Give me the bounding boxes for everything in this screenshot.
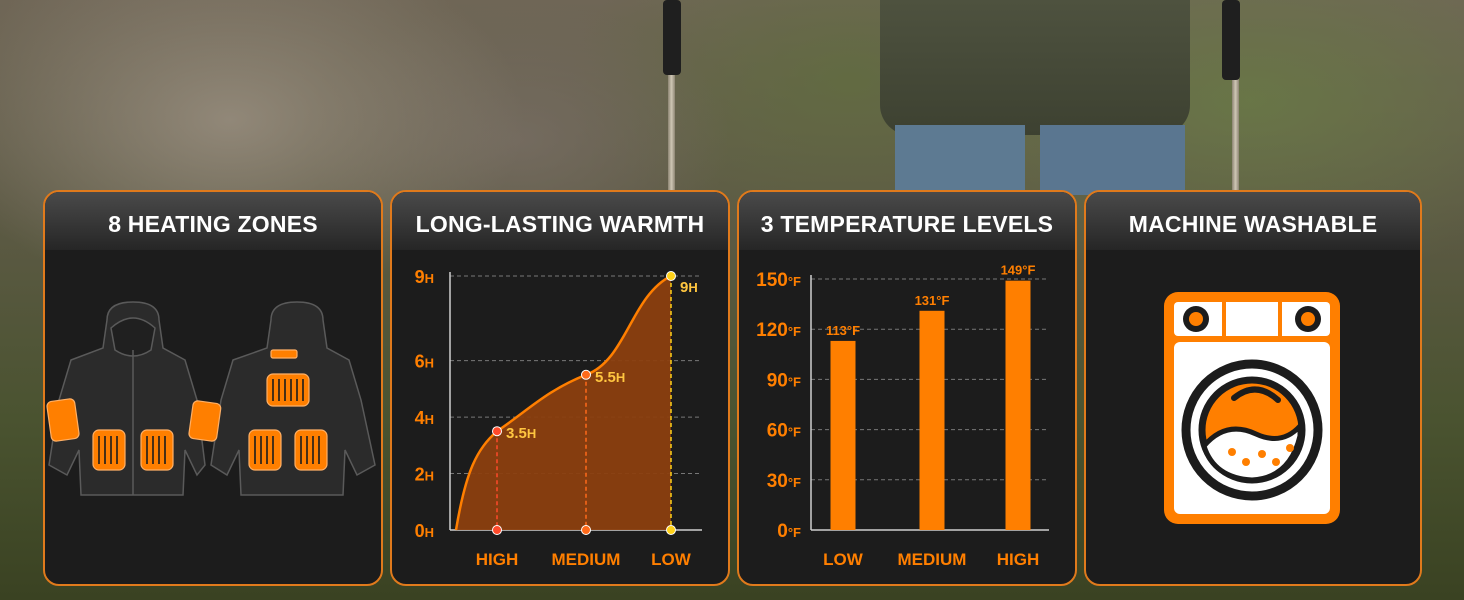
card-heating-zones: 8 HEATING ZONES	[43, 190, 383, 586]
y-tick-label: 0H	[415, 521, 434, 541]
card-temperature-levels: 3 TEMPERATURE LEVELS 0°F 30°F 60°F 90°F 120°…	[737, 190, 1077, 586]
card-long-lasting-warmth: LONG-LASTING WARMTH 0H 2H 4H 6H 9H 3.5H HIGH 5.…	[390, 190, 730, 586]
y-tick-label: 2H	[415, 465, 434, 485]
y-tick-label: 120°F	[756, 320, 801, 341]
bar-value-label: 131°F	[915, 293, 950, 308]
trekking-pole-right	[1232, 60, 1239, 190]
heating-pad-icon	[294, 429, 328, 471]
heating-pad-icon	[248, 429, 282, 471]
trekking-pole-grip-right	[1222, 0, 1240, 80]
heating-pad-icon	[266, 373, 310, 407]
jacket-illustration	[46, 301, 376, 496]
temperature-chart: 0°F 30°F 60°F 90°F 120°F 150°F 113°F LOW 131°F ME…	[756, 263, 1049, 569]
bar	[919, 310, 945, 530]
axis-point	[492, 525, 502, 535]
hiker-jeans-right	[1040, 125, 1185, 195]
trekking-pole-left	[668, 60, 675, 190]
area-fill	[456, 276, 671, 530]
y-tick-label: 4H	[415, 408, 434, 428]
axis-point	[581, 525, 591, 535]
heating-pad-coils	[98, 379, 320, 464]
data-label: 5.5H	[595, 369, 625, 386]
x-tick-label: MEDIUM	[898, 550, 967, 569]
area-line	[454, 274, 672, 531]
card-title: 8 HEATING ZONES	[45, 192, 381, 250]
data-label: 9H	[680, 279, 698, 296]
heating-pad-icon	[188, 400, 222, 442]
hiker-jacket	[880, 0, 1190, 135]
x-tick-label: LOW	[651, 550, 692, 569]
y-tick-label: 90°F	[767, 370, 801, 391]
data-point	[581, 369, 591, 380]
heating-pad-icon	[46, 398, 80, 442]
x-tick-label: LOW	[823, 550, 864, 569]
card-title: 3 TEMPERATURE LEVELS	[739, 192, 1075, 250]
card-title: MACHINE WASHABLE	[1086, 192, 1420, 250]
data-point	[666, 271, 676, 281]
washing-machine-icon	[1164, 292, 1340, 524]
y-tick-label: 6H	[415, 352, 434, 372]
y-tick-label: 9H	[415, 267, 434, 287]
y-tick-label: 30°F	[767, 471, 801, 492]
x-tick-label: HIGH	[997, 550, 1040, 569]
y-tick-label: 0°F	[777, 521, 801, 542]
heating-pad-icon	[140, 429, 174, 471]
data-label: 3.5H	[506, 425, 536, 442]
hiker-jeans-left	[895, 125, 1025, 195]
bar-value-label: 149°F	[1001, 263, 1036, 278]
heating-pad-icon	[92, 429, 126, 471]
bar-value-label: 113°F	[826, 323, 860, 338]
y-tick-label: 150°F	[756, 270, 801, 291]
battery-life-chart: 0H 2H 4H 6H 9H 3.5H HIGH 5.5H MEDIUM 9H LOW	[415, 267, 702, 569]
data-point	[492, 426, 502, 437]
bar	[1005, 280, 1031, 530]
axis-point	[666, 525, 676, 535]
x-tick-label: MEDIUM	[552, 550, 621, 569]
x-tick-label: HIGH	[476, 550, 519, 569]
trekking-pole-grip-left	[663, 0, 681, 75]
bar	[830, 340, 856, 530]
y-tick-label: 60°F	[767, 421, 801, 442]
heating-pad-icon	[270, 349, 298, 359]
card-machine-washable: MACHINE WASHABLE	[1084, 190, 1422, 586]
jacket-front-icon	[48, 301, 206, 496]
card-title: LONG-LASTING WARMTH	[392, 192, 728, 250]
